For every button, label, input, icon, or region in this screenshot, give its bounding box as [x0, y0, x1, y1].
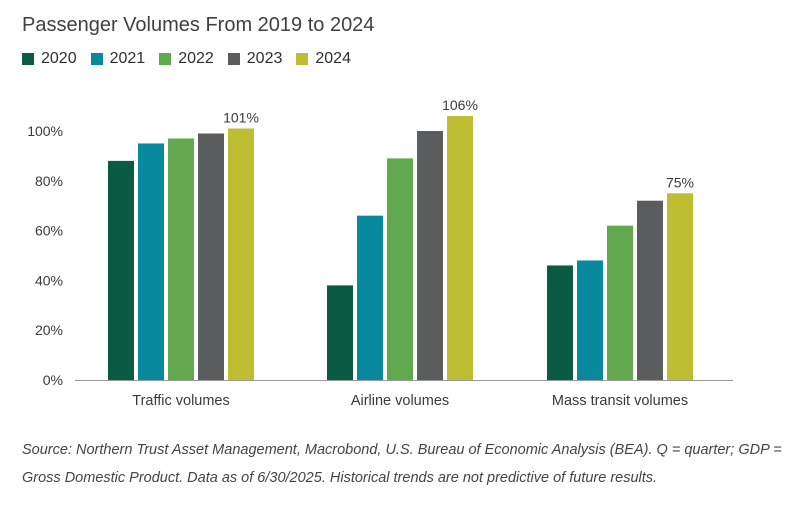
bar-2024-airline-volumes — [447, 116, 473, 380]
bar-2020-mass-transit-volumes — [547, 265, 573, 380]
y-tick-label: 60% — [35, 223, 63, 239]
bar-2022-traffic-volumes — [168, 138, 194, 380]
bar-2024-traffic-volumes — [228, 128, 254, 380]
legend-item-2022: 2022 — [159, 50, 214, 68]
bar-2022-mass-transit-volumes — [607, 225, 633, 380]
y-tick-label: 0% — [43, 372, 63, 388]
bar-2021-traffic-volumes — [138, 143, 164, 380]
y-tick-label: 80% — [35, 173, 63, 189]
bar-2021-mass-transit-volumes — [577, 260, 603, 380]
legend-label-2021: 2021 — [109, 50, 146, 67]
bar-2020-traffic-volumes — [108, 160, 134, 380]
legend-label-2023: 2023 — [246, 50, 283, 67]
bar-2024-mass-transit-volumes — [667, 193, 693, 380]
legend-item-2023: 2023 — [227, 50, 283, 68]
category-label: Mass transit volumes — [552, 393, 688, 409]
legend-label-2020: 2020 — [41, 50, 77, 67]
y-tick-label: 40% — [35, 272, 63, 288]
bar-2022-airline-volumes — [387, 158, 413, 380]
legend-swatch-2022 — [159, 53, 172, 65]
legend-label-2022: 2022 — [178, 50, 214, 67]
legend-item-2024: 2024 — [296, 50, 351, 68]
legend-item-2020: 2020 — [22, 50, 77, 68]
bar-2023-mass-transit-volumes — [637, 200, 663, 380]
legend-swatch-2020 — [22, 53, 34, 65]
data-label: 101% — [223, 110, 259, 126]
category-label: Traffic volumes — [132, 393, 230, 409]
bar-chart: 0% 20% 40% 60% 80% 100% Traffic volumes Airline… — [27, 97, 733, 409]
bar-2021-airline-volumes — [357, 215, 383, 380]
y-tick-label: 20% — [35, 322, 63, 338]
legend: 2020 2021 2022 2023 2024 — [22, 50, 351, 68]
y-tick-label: 100% — [27, 123, 63, 139]
bar-2023-airline-volumes — [417, 131, 443, 380]
data-label: 106% — [442, 97, 478, 113]
source-note: Source: Northern Trust Asset Management,… — [22, 442, 782, 486]
bar-2023-traffic-volumes — [198, 133, 224, 380]
category-label: Airline volumes — [351, 393, 449, 409]
chart-title: Passenger Volumes From 2019 to 2024 — [22, 14, 375, 36]
data-label: 75% — [666, 174, 694, 190]
bar-2020-airline-volumes — [327, 285, 353, 380]
legend-swatch-2024 — [296, 53, 309, 65]
legend-swatch-2023 — [227, 53, 240, 65]
legend-swatch-2021 — [90, 53, 103, 65]
legend-item-2021: 2021 — [90, 50, 146, 68]
legend-label-2024: 2024 — [315, 50, 351, 67]
